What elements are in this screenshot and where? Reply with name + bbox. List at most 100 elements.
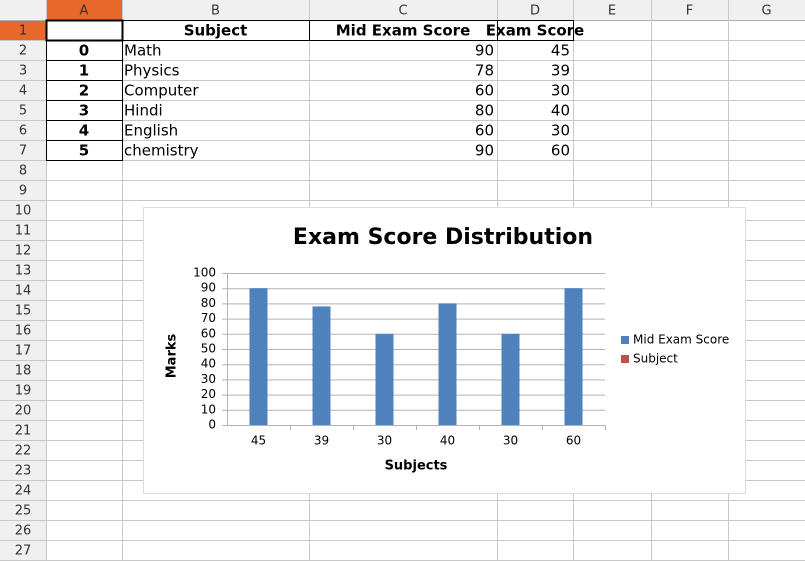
text-cell[interactable]: English — [124, 122, 178, 140]
number-cell[interactable]: 78 — [475, 62, 494, 80]
row-header[interactable]: 4 — [19, 84, 27, 99]
index-cell[interactable]: 3 — [79, 102, 89, 120]
selected-cell — [45, 19, 124, 42]
legend-label: Mid Exam Score — [633, 333, 729, 347]
row-header[interactable]: 7 — [19, 144, 27, 159]
y-tick-label: 20 — [201, 387, 216, 401]
row-header[interactable]: 16 — [15, 324, 32, 339]
y-axis-label: Marks — [165, 333, 180, 378]
bar — [375, 333, 394, 425]
number-cell[interactable]: 60 — [475, 122, 494, 140]
y-tick-label: 10 — [201, 402, 216, 416]
text-cell[interactable]: chemistry — [124, 142, 199, 160]
y-tick-label: 60 — [201, 326, 216, 340]
legend-swatch — [621, 336, 629, 344]
row-header[interactable]: 11 — [15, 224, 32, 239]
x-tick-label: 30 — [377, 434, 392, 448]
bar — [312, 306, 331, 425]
row-header[interactable]: 26 — [15, 524, 32, 539]
row-header[interactable]: 5 — [19, 104, 27, 119]
bar — [249, 288, 268, 425]
bar — [438, 303, 457, 425]
number-cell[interactable]: 30 — [551, 82, 570, 100]
row-header[interactable]: 8 — [19, 164, 27, 179]
text-cell[interactable]: Math — [124, 42, 162, 60]
y-tick-label: 40 — [201, 357, 216, 371]
index-cell[interactable]: 5 — [79, 142, 89, 160]
header-cell-border — [497, 20, 574, 41]
number-cell[interactable]: 60 — [551, 142, 570, 160]
text-cell[interactable]: Physics — [124, 62, 180, 80]
row-header[interactable]: 10 — [15, 204, 32, 219]
y-tick-label: 100 — [193, 266, 216, 280]
y-tick-label: 80 — [201, 296, 216, 310]
row-header[interactable]: 13 — [15, 264, 32, 279]
row-header[interactable]: 3 — [19, 64, 27, 79]
index-cell[interactable]: 2 — [79, 82, 89, 100]
x-tick-label: 39 — [314, 434, 329, 448]
header-cell[interactable]: Exam Score — [486, 22, 584, 40]
x-tick-label: 45 — [251, 434, 266, 448]
column-header-bar — [0, 0, 805, 20]
active-column-header — [46, 0, 122, 20]
bar — [501, 333, 520, 425]
row-header[interactable]: 18 — [15, 364, 32, 379]
header-cell[interactable]: Mid Exam Score — [336, 22, 471, 40]
row-header[interactable]: 12 — [15, 244, 32, 259]
y-tick-label: 0 — [208, 418, 216, 432]
x-axis-label: Subjects — [385, 459, 448, 474]
number-cell[interactable]: 40 — [551, 102, 570, 120]
number-cell[interactable]: 60 — [475, 82, 494, 100]
number-cell[interactable]: 30 — [551, 122, 570, 140]
row-header[interactable]: 23 — [15, 464, 32, 479]
number-cell[interactable]: 90 — [475, 142, 494, 160]
y-tick-label: 30 — [201, 372, 216, 386]
text-cell[interactable]: Hindi — [124, 102, 163, 120]
row-header[interactable]: 15 — [15, 304, 32, 319]
column-header[interactable]: A — [80, 4, 89, 19]
active-row-header — [0, 20, 46, 40]
row-header[interactable]: 2 — [19, 44, 27, 59]
number-cell[interactable]: 90 — [475, 42, 494, 60]
row-header[interactable]: 20 — [15, 404, 32, 419]
row-header[interactable]: 27 — [15, 544, 32, 559]
y-tick-label: 90 — [201, 281, 216, 295]
index-cell-border — [46, 140, 123, 161]
row-header[interactable]: 6 — [19, 124, 27, 139]
x-tick-label: 60 — [566, 434, 581, 448]
row-header[interactable]: 1 — [19, 24, 27, 39]
column-header[interactable]: B — [211, 4, 220, 19]
row-header[interactable]: 21 — [15, 424, 32, 439]
legend-swatch — [621, 355, 629, 363]
row-header[interactable]: 17 — [15, 344, 32, 359]
row-header[interactable]: 25 — [15, 504, 32, 519]
row-header[interactable]: 22 — [15, 444, 32, 459]
bar — [564, 288, 583, 425]
index-cell[interactable]: 1 — [79, 62, 89, 80]
column-header[interactable]: G — [761, 4, 771, 19]
column-header[interactable]: D — [530, 4, 540, 19]
column-header[interactable]: F — [686, 4, 693, 19]
row-header[interactable]: 24 — [15, 484, 32, 499]
chart-title: Exam Score Distribution — [293, 225, 593, 250]
y-tick-label: 50 — [201, 342, 216, 356]
index-cell[interactable]: 4 — [79, 122, 89, 140]
row-header[interactable]: 19 — [15, 384, 32, 399]
number-cell[interactable]: 39 — [551, 62, 570, 80]
column-header[interactable]: E — [608, 4, 616, 19]
x-tick-label: 40 — [440, 434, 455, 448]
index-cell[interactable]: 0 — [79, 42, 89, 60]
number-cell[interactable]: 45 — [551, 42, 570, 60]
column-header[interactable]: C — [398, 4, 407, 19]
number-cell[interactable]: 80 — [475, 102, 494, 120]
text-cell[interactable]: Computer — [124, 82, 199, 100]
row-header-bar — [0, 20, 46, 561]
header-cell[interactable]: Subject — [184, 22, 248, 40]
legend-label: Subject — [633, 352, 678, 366]
row-header[interactable]: 14 — [15, 284, 32, 299]
y-tick-label: 70 — [201, 311, 216, 325]
x-tick-label: 30 — [503, 434, 518, 448]
row-header[interactable]: 9 — [19, 184, 27, 199]
